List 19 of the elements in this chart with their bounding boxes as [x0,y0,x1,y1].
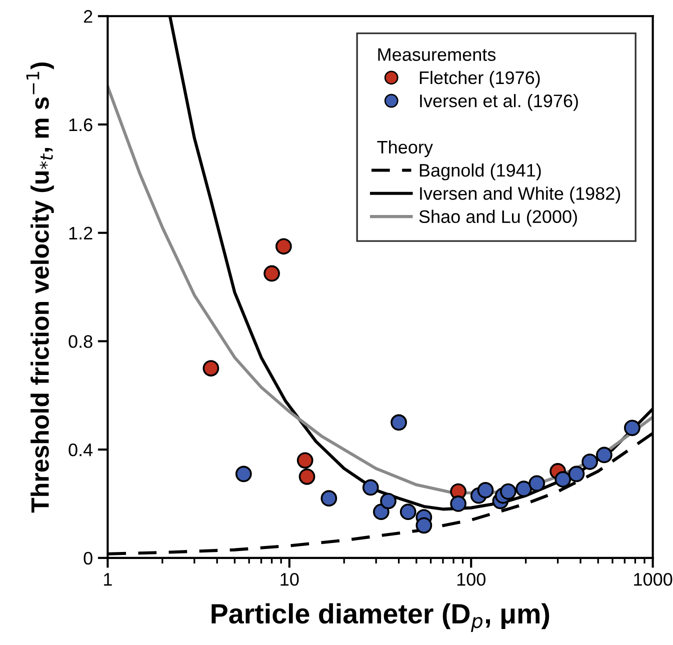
legend-label: Shao and Lu (2000) [419,210,577,227]
legend-label: Fletcher (1976) [420,70,540,88]
legend-label: Iversen and White (1982) [420,186,620,204]
x-tick-label: 1000 [634,572,672,586]
x-tick-label: 10 [280,572,299,586]
legend-label: Bagnold (1941) [420,163,541,180]
annotation: Measurements [378,48,496,61]
y-tick-label: 2 [84,10,92,23]
y-tick-label: 0 [84,552,92,565]
x-tick-label: 1 [104,573,112,586]
x-tick-label: 100 [457,572,486,586]
y-axis-title: Threshold friction velocity (u$_{*t}$, m s$^{−1}$) [26,62,54,513]
annotation: Theory [377,140,433,158]
y-tick-label: 1.2 [69,226,92,240]
y-tick-label: 0.8 [68,335,92,348]
y-tick-label: 0.4 [68,444,93,456]
legend-label: Iversen et al. (1976) [420,94,578,111]
x-axis-title: Particle diameter (D$_{p}$, μm) [212,603,550,632]
y-tick-label: 1.6 [69,118,92,132]
